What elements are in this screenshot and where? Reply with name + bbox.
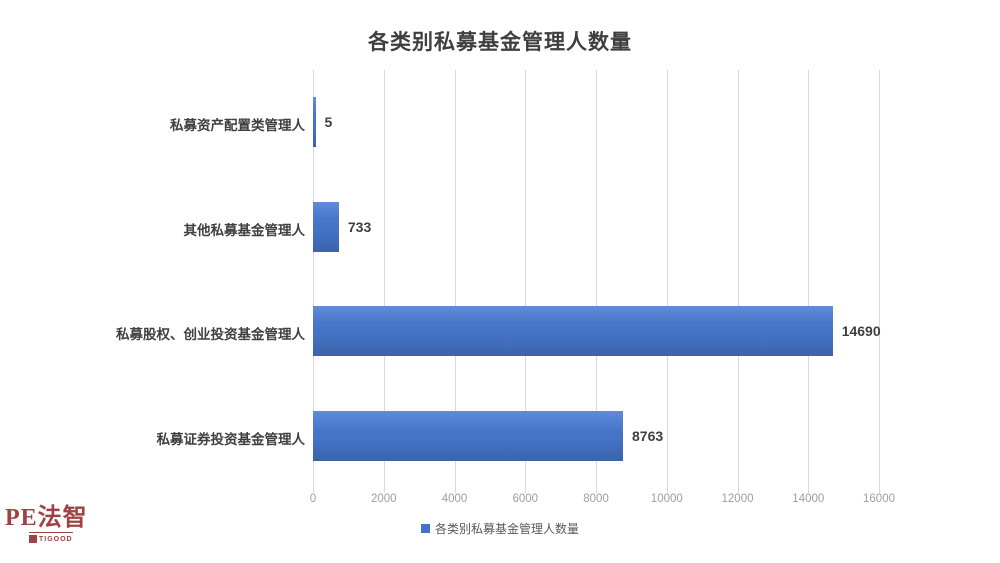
gridline <box>879 70 880 493</box>
chart-title: 各类别私募基金管理人数量 <box>368 31 632 54</box>
plot-area: 5 733 14690 8763 <box>313 70 881 493</box>
x-tick-label: 6000 <box>512 493 539 505</box>
brand-logo-text: PE法智 <box>5 505 88 531</box>
gridline <box>666 70 668 493</box>
bar-0 <box>313 97 316 148</box>
data-label: 5 <box>324 114 333 131</box>
legend-swatch-icon <box>420 523 430 533</box>
legend: 各类别私募基金管理人数量 <box>0 520 1000 536</box>
x-tick-label: 0 <box>309 493 317 505</box>
brand-logo-subtext: TIGOOD <box>39 535 73 543</box>
brand-logo-square-icon <box>29 535 37 543</box>
brand-logo-subline: TIGOOD <box>29 532 73 543</box>
category-label: 私募资产配置类管理人 <box>170 118 305 134</box>
data-label: 733 <box>347 218 372 235</box>
gridline <box>383 70 385 493</box>
x-tick-label: 8000 <box>583 493 609 505</box>
bar-1 <box>313 201 339 252</box>
x-tick-label: 10000 <box>650 493 683 505</box>
x-tick-label: 16000 <box>863 493 895 505</box>
legend-label: 各类别私募基金管理人数量 <box>434 521 579 536</box>
gridline <box>525 70 527 493</box>
x-tick-label: 2000 <box>371 493 397 505</box>
gridline <box>454 70 456 493</box>
data-label: 8763 <box>632 427 664 444</box>
brand-logo: PE法智 TIGOOD <box>5 506 88 547</box>
gridline <box>808 70 810 493</box>
bar-3 <box>313 410 623 461</box>
category-label: 私募股权、创业投资基金管理人 <box>116 327 305 343</box>
bar-2 <box>313 306 833 357</box>
value-axis-labels: 0 2000 4000 6000 8000 10000 12000 14000 16000 <box>309 493 895 509</box>
gridline <box>313 70 314 493</box>
gridline <box>596 70 597 493</box>
category-label: 其他私募基金管理人 <box>183 222 306 238</box>
x-tick-label: 12000 <box>721 493 754 505</box>
x-tick-label: 14000 <box>792 493 825 505</box>
gridline <box>737 70 739 493</box>
category-label: 私募证券投资基金管理人 <box>156 431 306 447</box>
data-label: 14690 <box>841 323 881 340</box>
category-axis-labels: 私募资产配置类管理人其他私募基金管理人私募股权、创业投资基金管理人私募证券投资基… <box>0 70 305 488</box>
x-tick-label: 4000 <box>441 493 468 505</box>
